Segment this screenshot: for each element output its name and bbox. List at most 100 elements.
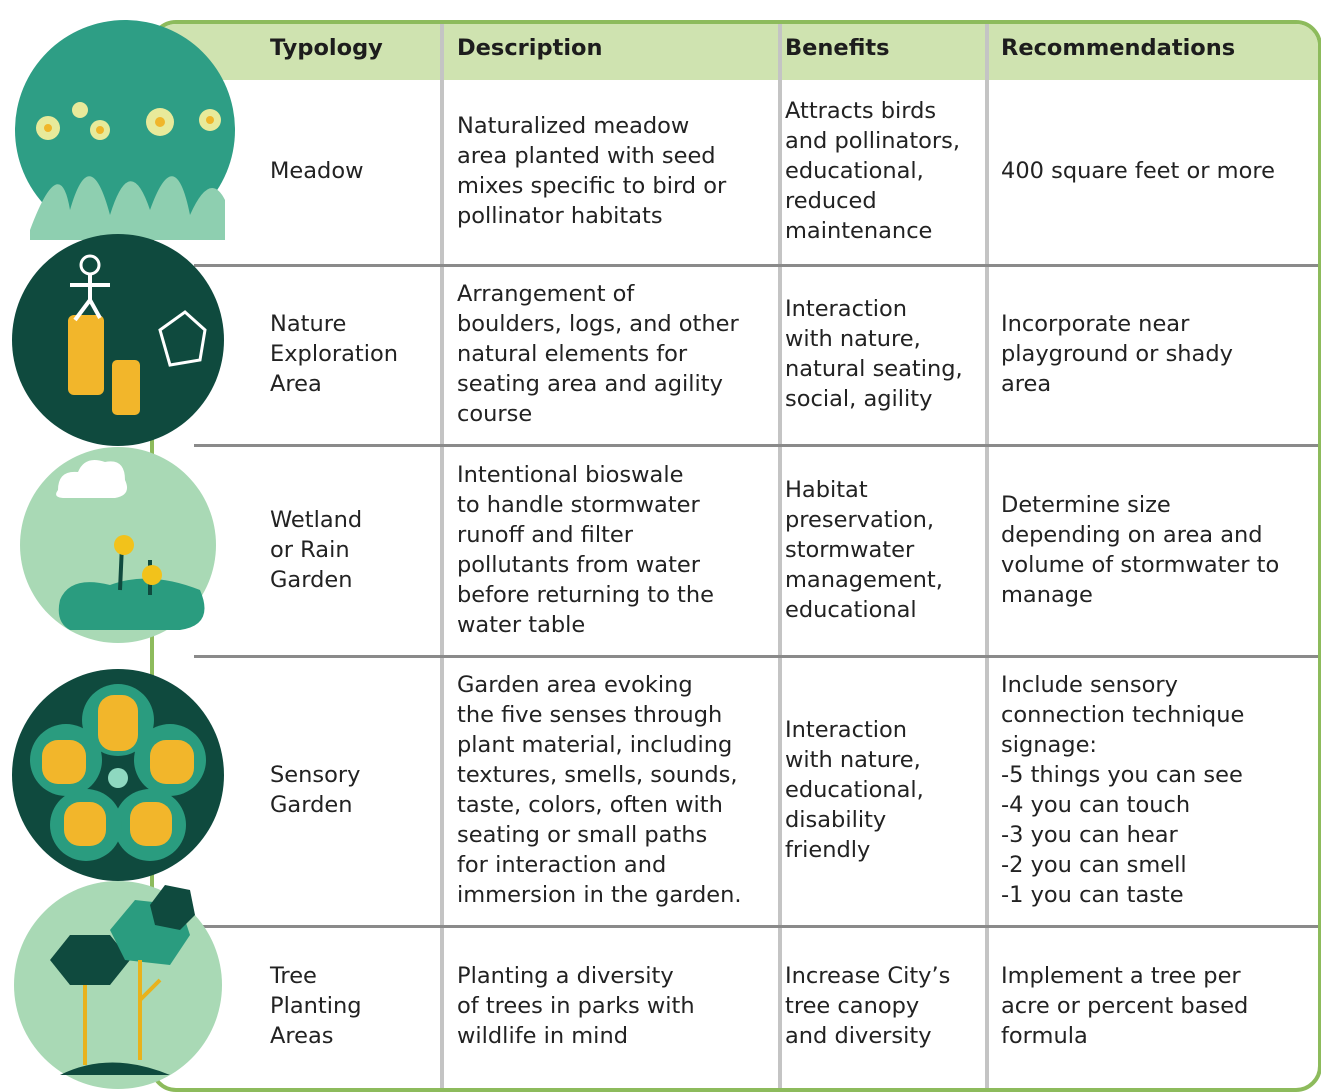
column-divider [440,24,444,1088]
wetland-icon [20,447,216,643]
cell-line: reduced [785,188,877,214]
table-cell: Incorporate near playground or shady area [1001,264,1319,444]
cell-line: Incorporate near [1001,311,1190,337]
cell-line: mixes specific to bird or [457,173,727,199]
cell-line: area [1001,371,1052,397]
cell-line: Interaction [785,296,908,322]
cell-line: natural seating, [785,356,963,382]
cell-line: educational, [785,158,924,184]
row-divider [194,264,1318,267]
table-cell: Wetland or Rain Garden [270,444,435,655]
cell-line: Exploration [270,341,398,367]
header-cell: Benefits [785,35,890,61]
cell-line: social, agility [785,386,933,412]
table-cell: Tree Planting Areas [270,925,435,1086]
table-frame [150,20,1321,1092]
table-cell: Intentional bioswale to handle stormwater… [457,444,777,655]
cell-line: management, [785,566,943,593]
table-cell: Increase City’s tree canopy and diversity [785,925,985,1086]
cell-line: Implement a tree per [1001,962,1241,989]
cell-line: runoff and filter [457,521,634,548]
cell-line: for interaction and [457,852,667,878]
row-divider [194,655,1318,658]
cell-line: Include sensory [1001,672,1178,698]
row-divider [194,925,1318,928]
cell-line: volume of stormwater to [1001,551,1280,578]
cell-line: Increase City’s [785,962,951,989]
cell-line: seating or small paths [457,822,708,848]
cell-line: Area [270,371,322,397]
cell-line: of trees in parks with [457,992,695,1019]
cell-line: Planting [270,992,362,1019]
table-cell: 400 square feet or more [1001,78,1319,264]
cell-line: to handle stormwater [457,491,700,518]
table-cell: Meadow [270,78,435,264]
cell-line: pollinator habitats [457,203,663,229]
tree-planting-icon [14,881,222,1089]
column-divider [778,24,782,1088]
cell-line: formula [1001,1022,1088,1049]
header-cell: Typology [270,35,383,61]
cell-line: maintenance [785,218,933,244]
cell-line: Determine size [1001,491,1171,518]
table-cell: Determine size depending on area and volum… [1001,444,1319,655]
cell-line: with nature, [785,326,921,352]
meadow-icon [15,20,235,240]
cell-line: Attracts birds [785,98,937,124]
cell-line: seating area and agility [457,371,723,397]
cell-line: Tree [270,962,317,989]
cell-line: tree canopy [785,992,920,1019]
cell-line: -1 you can taste [1001,882,1184,908]
cell-line: depending on area and [1001,521,1263,548]
cell-line: -2 you can smell [1001,852,1187,878]
header-cell: Description [457,35,603,61]
cell-line: or Rain [270,536,350,563]
cell-line: signage: [1001,732,1098,758]
cell-line: preservation, [785,506,935,533]
column-divider [985,24,989,1088]
cell-line: Areas [270,1022,334,1049]
cell-line: plant material, including [457,732,733,758]
table-cell: Naturalized meadow area planted with seed… [457,78,777,264]
cell-line: educational, [785,777,924,803]
cell-line: -3 you can hear [1001,822,1178,848]
cell-line: playground or shady [1001,341,1233,367]
cell-line: Wetland [270,506,363,533]
cell-line: Sensory [270,762,361,788]
cell-line: educational [785,596,917,623]
cell-line: textures, smells, sounds, [457,762,738,788]
cell-line: stormwater [785,536,915,563]
cell-line: disability [785,807,887,833]
cell-line: the five senses through [457,702,723,728]
table-cell: Arrangement of boulders, logs, and other n… [457,264,777,444]
header-band [154,24,1318,80]
cell-line: friendly [785,837,871,863]
cell-line: and diversity [785,1022,932,1049]
cell-line: natural elements for [457,341,688,367]
cell-line: connection technique [1001,702,1245,728]
cell-line: area planted with seed [457,143,716,169]
cell-line: Garden [270,566,353,593]
cell-line: immersion in the garden. [457,882,742,908]
cell-line: Meadow [270,158,364,184]
cell-line: Planting a diversity [457,962,674,989]
cell-line: before returning to the [457,581,714,608]
table-cell: Garden area evoking the five senses throu… [457,655,777,925]
cell-line: Nature [270,311,347,337]
cell-line: acre or percent based [1001,992,1249,1019]
table-cell: Attracts birds and pollinators, educationa… [785,78,985,264]
cell-line: course [457,401,533,427]
sensory-icon [12,669,224,881]
row-divider [194,444,1318,447]
cell-line: Garden [270,792,353,818]
table-cell: Include sensory connection technique signa… [1001,655,1319,925]
cell-line: and pollinators, [785,128,961,154]
cell-line: Garden area evoking [457,672,693,698]
table-cell: Interaction with nature, natural seating, s… [785,264,985,444]
table-cell: Sensory Garden [270,655,435,925]
cell-line: Intentional bioswale [457,461,684,488]
cell-line: 400 square feet or more [1001,158,1275,184]
cell-line: Habitat [785,476,868,503]
table-cell: Habitat preservation, stormwater management… [785,444,985,655]
